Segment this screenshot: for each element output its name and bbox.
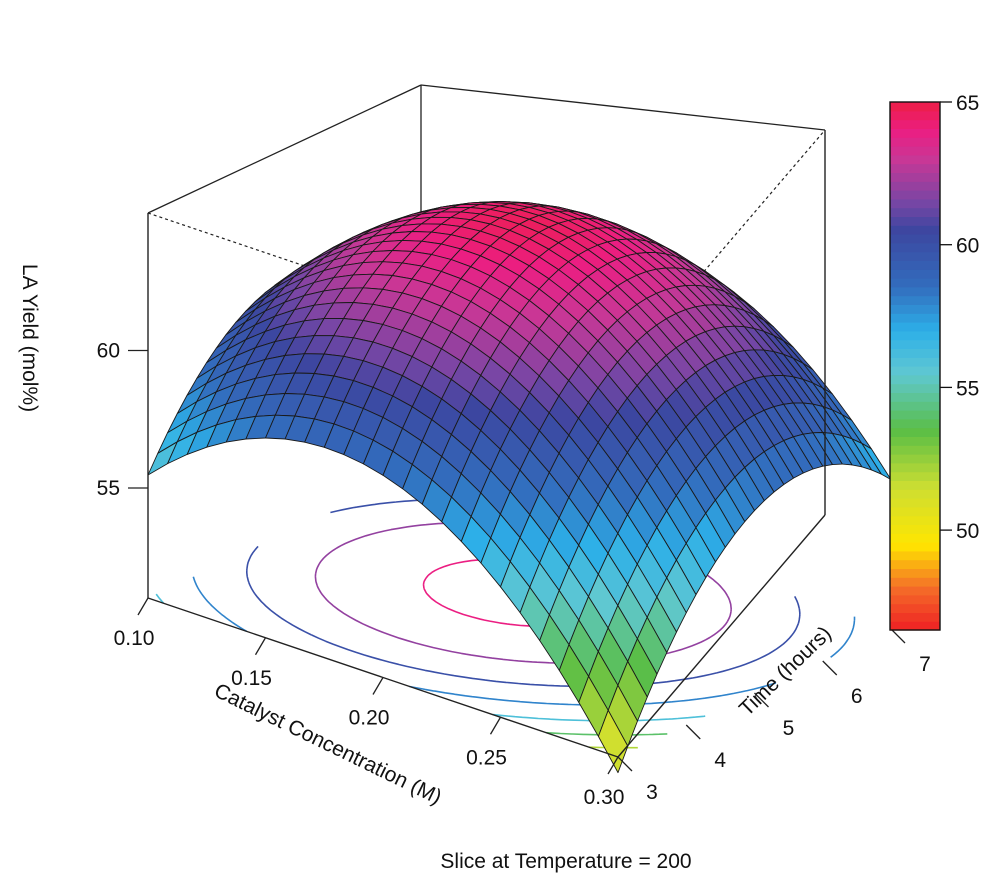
color-legend-swatch [890, 498, 940, 508]
color-legend-swatch [890, 586, 940, 596]
z-tick-label: 55 [97, 477, 120, 500]
color-legend-tick-label: 50 [956, 520, 979, 543]
x-tick-label: 0.30 [584, 786, 625, 809]
color-legend-swatch [890, 190, 940, 200]
color-legend-swatch [890, 454, 940, 464]
color-legend-swatch [890, 568, 940, 578]
color-legend-swatch [890, 313, 940, 323]
color-legend-swatch [890, 445, 940, 455]
color-legend-swatch [890, 410, 940, 420]
color-legend-swatch [890, 181, 940, 191]
box-edge-base-right [617, 514, 826, 758]
color-legend-swatch [890, 366, 940, 376]
color-legend-swatch [890, 260, 940, 270]
color-legend-swatch [890, 392, 940, 402]
color-legend-swatch [890, 322, 940, 332]
color-legend-swatch [890, 330, 940, 341]
color-legend-swatch [890, 401, 940, 411]
x-axis-label: Catalyst Concentration (M) [211, 679, 446, 809]
box-edge-top-back [420, 84, 826, 131]
color-legend-swatch [890, 559, 940, 569]
x-tick [137, 597, 149, 616]
color-legend-swatch [890, 550, 940, 561]
color-legend-swatch [890, 242, 940, 253]
color-legend-tick-label: 55 [956, 377, 979, 400]
box-edge-top-left [147, 84, 422, 214]
box-edge-top-right-dotted [617, 129, 826, 373]
color-legend-swatch [890, 348, 940, 358]
color-legend-swatch [890, 489, 940, 499]
color-legend-swatch [890, 225, 940, 235]
axes: 55 60 0.10 0.15 0.20 0.25 0.30 3 4 5 6 7 [97, 340, 931, 810]
color-legend-swatch [890, 506, 940, 517]
color-legend-swatch [890, 295, 940, 305]
z-tick-label: 60 [97, 340, 120, 363]
color-legend-swatch [890, 251, 940, 261]
color-legend-swatch [890, 418, 940, 429]
time-tick [685, 724, 701, 740]
color-legend-swatch [890, 110, 940, 121]
color-legend-swatch [890, 471, 940, 481]
color-legend-swatch [890, 577, 940, 587]
color-legend-swatch [890, 594, 940, 605]
color-legend-swatch [890, 436, 940, 446]
color-legend-swatch [890, 128, 940, 138]
color-legend-swatch [890, 533, 940, 543]
x-tick-label: 0.20 [349, 707, 390, 730]
color-legend-swatch [890, 119, 940, 129]
color-legend-swatch [890, 154, 940, 165]
color-legend-swatch [890, 172, 940, 182]
color-legend-swatch [890, 137, 940, 147]
time-tick [822, 660, 838, 676]
color-legend-swatch [890, 304, 940, 314]
color-legend-swatch [890, 216, 940, 226]
color-legend-swatch [890, 269, 940, 279]
color-legend-swatch [890, 374, 940, 385]
color-legend-swatch [890, 383, 940, 393]
color-legend-swatch [890, 462, 940, 473]
color-legend-swatch [890, 163, 940, 173]
x-tick [489, 716, 502, 735]
time-tick-label: 7 [919, 653, 931, 676]
color-legend-swatch [890, 146, 940, 156]
z-axis-label: LA Yield (mol%) [18, 264, 41, 412]
surface-mesh [147, 201, 892, 774]
color-legend-tick-label: 65 [956, 92, 979, 115]
time-tick [754, 692, 769, 708]
x-tick-label: 0.25 [466, 746, 507, 769]
color-legend-frame [889, 101, 941, 631]
x-tick [372, 677, 384, 695]
color-legend-swatch [890, 102, 940, 112]
color-legend-swatch [890, 339, 940, 349]
color-legend-tick-label: 60 [956, 235, 979, 258]
color-legend-swatch [890, 612, 940, 622]
time-tick-label: 6 [851, 685, 863, 708]
color-legend-swatch [890, 524, 940, 534]
x-tick-label: 0.10 [114, 627, 155, 650]
color-legend-swatch [890, 542, 940, 552]
color-legend-swatch [890, 198, 940, 209]
color-legend-swatch [890, 621, 940, 631]
color-legend-swatch [890, 286, 940, 297]
time-tick-label: 5 [783, 717, 795, 740]
time-tick-label: 4 [714, 749, 726, 772]
color-legend-swatch [890, 515, 940, 525]
color-legend-swatch [890, 207, 940, 217]
color-legend: 50 55 60 65 [889, 92, 979, 631]
color-legend-swatch [890, 357, 940, 367]
time-tick-label: 3 [646, 781, 658, 804]
x-tick [607, 756, 619, 775]
x-tick [254, 637, 267, 656]
x-tick-label: 0.15 [231, 667, 272, 690]
color-legend-swatch [890, 278, 940, 288]
color-legend-swatch [890, 234, 940, 244]
y-axis-label: Time (hours) [735, 622, 836, 721]
color-legend-swatch [890, 480, 940, 490]
color-legend-swatch [890, 603, 940, 613]
caption-slice-temperature: Slice at Temperature = 200 [440, 850, 691, 873]
color-legend-swatch [890, 427, 940, 437]
time-tick [890, 628, 906, 644]
time-tick [617, 756, 633, 772]
